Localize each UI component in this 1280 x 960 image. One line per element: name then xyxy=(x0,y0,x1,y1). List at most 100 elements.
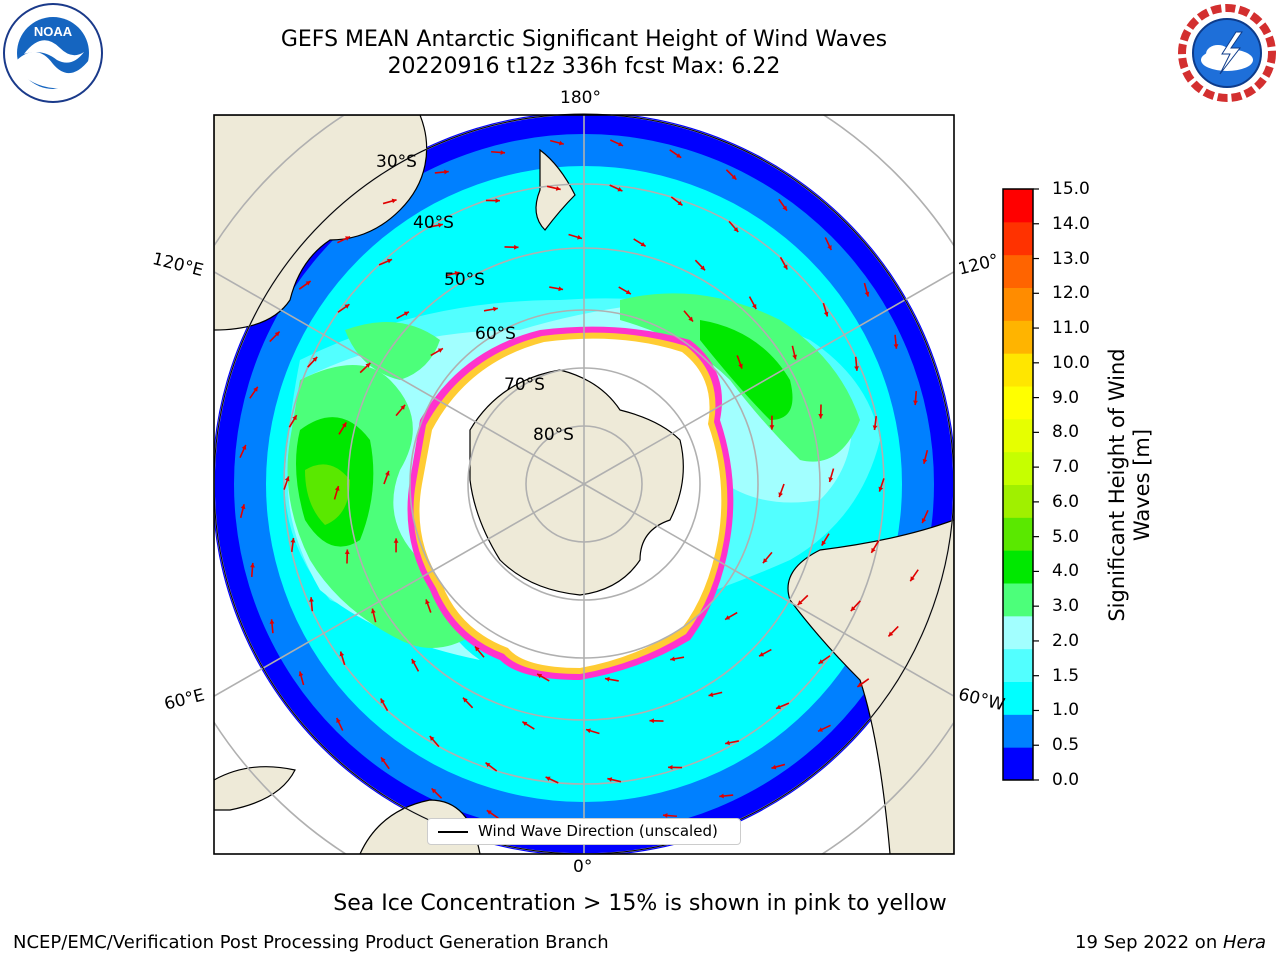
wind-wave-arrowhead xyxy=(759,651,765,657)
lat-label-30s: 30°S xyxy=(376,152,417,172)
wind-wave-arrowhead xyxy=(486,810,492,815)
wind-wave-arrowhead xyxy=(617,186,623,192)
wind-wave-arrowhead xyxy=(558,140,564,146)
wind-wave-arrowhead xyxy=(818,659,824,664)
wind-wave-arrowhead xyxy=(240,504,246,510)
wind-wave-arrowhead xyxy=(850,606,856,612)
wind-wave-arrowhead xyxy=(284,476,290,482)
wind-wave-arrowhead xyxy=(821,540,827,546)
wind-wave-arrowhead xyxy=(341,422,347,428)
colorbar-tick-label: 0.5 xyxy=(1052,735,1080,756)
colorbar-tick-label: 5.0 xyxy=(1052,526,1080,547)
wind-wave-arrowhead xyxy=(438,222,443,228)
new-zealand-land xyxy=(535,148,576,231)
wind-wave-arrowhead xyxy=(381,757,386,763)
colorbar-swatch xyxy=(1003,386,1033,420)
wind-wave-arrowhead xyxy=(305,281,311,286)
colorbar-tick-label: 2.0 xyxy=(1052,630,1080,651)
wind-wave-arrowhead xyxy=(386,258,392,264)
colorbar-tick-label: 13.0 xyxy=(1052,248,1090,269)
wind-wave-arrowhead xyxy=(411,659,417,665)
wind-wave-arrowhead xyxy=(864,291,870,297)
colorbar-swatch xyxy=(1003,747,1033,781)
wind-wave-arrowhead xyxy=(312,356,318,362)
wind-wave-arrowhead xyxy=(792,354,797,360)
map-legend: Wind Wave Direction (unscaled) xyxy=(427,818,741,845)
wind-wave-arrowhead xyxy=(913,400,918,406)
colorbar-swatch xyxy=(1003,550,1033,584)
wind-wave-arrowhead xyxy=(344,549,350,554)
lat-label-70s: 70°S xyxy=(504,375,545,395)
wind-wave-arrowhead xyxy=(878,486,884,492)
footer-date-text: 19 Sep 2022 on xyxy=(1075,932,1223,953)
wind-wave-arrowhead xyxy=(371,608,376,614)
madagascar-land xyxy=(214,766,296,811)
wind-wave-arrowhead xyxy=(292,415,297,421)
wind-wave-arrowhead xyxy=(298,671,304,677)
south-america-land xyxy=(787,519,954,854)
wind-wave-arrowhead xyxy=(823,311,829,317)
colorbar-swatch xyxy=(1003,484,1033,518)
wind-wave-arrowhead xyxy=(618,141,624,147)
colorbar-tick-label: 15.0 xyxy=(1052,179,1090,199)
colorbar-swatch xyxy=(1003,517,1033,551)
wind-wave-arrowhead xyxy=(290,538,296,543)
wind-wave-arrowhead xyxy=(344,304,350,309)
wind-wave-arrowhead xyxy=(776,704,782,710)
lat-label-80s: 80°S xyxy=(533,425,574,445)
wind-wave-arrowhead xyxy=(731,174,737,180)
colorbar-tick-label: 9.0 xyxy=(1052,387,1080,408)
sea-ice-note: Sea Ice Concentration > 15% is shown in … xyxy=(333,891,947,916)
wind-wave-arrowhead xyxy=(688,316,693,322)
wind-wave-arrowhead xyxy=(365,362,371,368)
colorbar-tick-label: 14.0 xyxy=(1052,213,1090,234)
colorbar-swatch xyxy=(1003,648,1033,682)
colorbar-tick-label: 0.0 xyxy=(1052,770,1080,790)
wind-wave-arrowhead xyxy=(444,169,449,175)
wind-wave-arrowhead xyxy=(475,646,480,652)
wind-wave-arrowhead xyxy=(910,576,915,582)
colorbar-swatch xyxy=(1003,221,1033,256)
wind-wave-arrowhead xyxy=(555,186,561,191)
wind-wave-arrowhead xyxy=(431,788,437,794)
wind-wave-arrowhead xyxy=(921,518,927,524)
wind-wave-arrowhead xyxy=(429,736,435,741)
colorbar-tick-label: 7.0 xyxy=(1052,457,1080,478)
wind-wave-arrowhead xyxy=(708,692,714,697)
wind-wave-arrowhead xyxy=(871,547,876,553)
wind-wave-arrowhead xyxy=(700,265,706,271)
wind-wave-arrowhead xyxy=(782,205,787,211)
colorbar-swatch xyxy=(1003,714,1033,748)
colorbar-label: Significant Height of Wind Waves [m] xyxy=(1105,348,1154,622)
wind-wave-arrowhead xyxy=(241,444,247,450)
wind-wave-arrowhead xyxy=(250,562,255,568)
wind-wave-arrowhead xyxy=(797,600,803,606)
colorbar-tick-label: 10.0 xyxy=(1052,352,1090,373)
colorbar-swatch xyxy=(1003,681,1033,715)
wind-wave-arrowhead xyxy=(391,198,397,204)
wind-wave-arrowhead xyxy=(670,656,675,662)
colorbar-tick-label: 12.0 xyxy=(1052,283,1090,304)
wind-wave-arrowhead xyxy=(783,264,788,270)
legend-line-sample xyxy=(438,831,468,833)
lat-label-50s: 50°S xyxy=(444,270,485,290)
colorbar-tick-label: 4.0 xyxy=(1052,561,1080,582)
colorbar-swatch xyxy=(1003,418,1033,453)
wind-wave-arrowhead xyxy=(888,631,894,637)
noaa-logo: NOAA xyxy=(3,3,103,103)
australia-land xyxy=(214,115,428,331)
wind-wave-arrowhead xyxy=(380,698,385,704)
footer-date: 19 Sep 2022 on Hera xyxy=(1075,932,1266,953)
wind-wave-arrowhead xyxy=(577,234,582,240)
colorbar-swatch xyxy=(1003,320,1033,354)
wind-wave-arrowhead xyxy=(676,153,682,158)
lat-label-60s: 60°S xyxy=(475,324,516,344)
wind-wave-arrowhead xyxy=(437,348,443,353)
chart-subtitle: 20220916 t12z 336h fcst Max: 6.22 xyxy=(387,54,781,79)
wind-wave-arrowhead xyxy=(751,303,757,309)
wind-wave-arrowhead xyxy=(771,764,777,770)
wind-wave-arrowhead xyxy=(400,404,406,410)
chart-title: GEFS MEAN Antarctic Significant Height o… xyxy=(280,27,888,52)
antarctica-land xyxy=(469,369,684,596)
nws-logo xyxy=(1178,4,1276,102)
